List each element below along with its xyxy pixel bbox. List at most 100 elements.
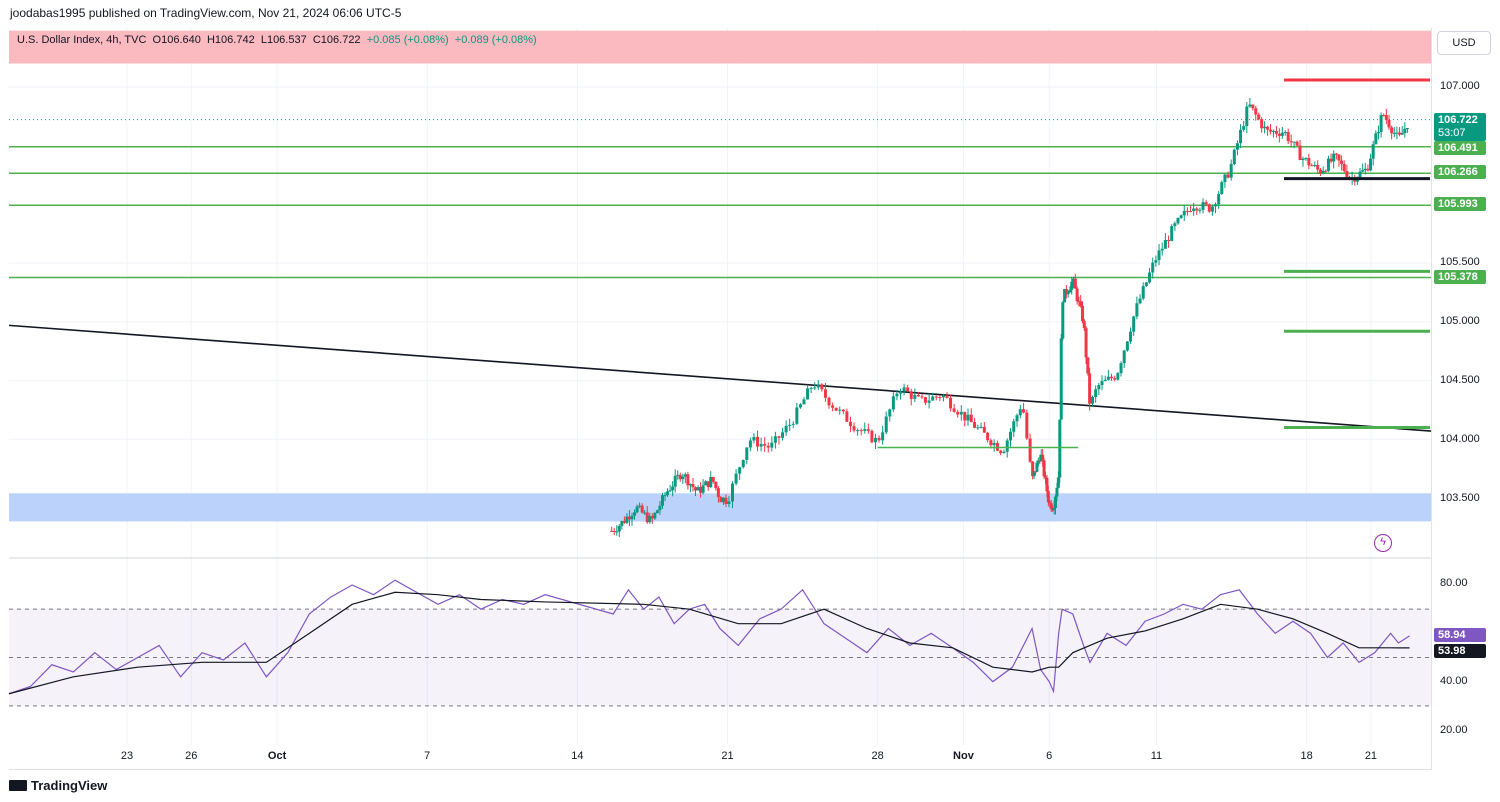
level-tag: 105.378 <box>1434 270 1486 284</box>
candle-body <box>1055 487 1059 497</box>
candle-body <box>1283 132 1287 134</box>
candle-body <box>645 512 649 523</box>
candle-body <box>920 396 924 398</box>
candle-body <box>802 399 806 405</box>
candle-body <box>763 443 767 446</box>
candle-body <box>881 432 885 441</box>
candle-body <box>863 429 867 431</box>
candle-body <box>1235 143 1239 150</box>
candle-body <box>671 486 675 491</box>
candle-body <box>1022 409 1026 413</box>
candle-body <box>1229 164 1233 178</box>
candle-body <box>1316 164 1320 170</box>
candle-body <box>781 432 785 438</box>
candle-body <box>653 513 657 519</box>
legend-change: +0.085 (+0.08%) <box>366 34 449 46</box>
candle-body <box>673 475 677 487</box>
candle-body <box>748 440 752 448</box>
candle-body <box>1052 507 1056 511</box>
candle-body <box>1371 144 1375 159</box>
candle-body <box>1160 248 1164 251</box>
chart-pane[interactable] <box>9 28 1432 770</box>
candle-body <box>1100 381 1104 386</box>
candle-body <box>1232 149 1236 165</box>
candle-body <box>1157 250 1161 261</box>
currency-button[interactable]: USD <box>1437 31 1491 55</box>
candle-body <box>895 393 899 397</box>
tradingview-logo[interactable]: TradingView <box>9 778 107 793</box>
candle-body <box>1135 303 1139 317</box>
candle-body <box>1390 127 1394 134</box>
candle-body <box>617 525 621 532</box>
candle-body <box>681 476 685 480</box>
candle-body <box>1148 272 1152 283</box>
candle-body <box>1271 130 1275 132</box>
candle-body <box>1167 239 1171 241</box>
candle-body <box>745 447 749 460</box>
candle-body <box>696 487 700 491</box>
candle-body <box>1042 460 1046 477</box>
candle-body <box>1044 476 1048 478</box>
date-tick: Nov <box>953 750 974 762</box>
candle-body <box>1072 278 1076 282</box>
candle-body <box>1400 133 1404 135</box>
candle-body <box>1204 202 1208 205</box>
candle-body <box>1002 451 1006 454</box>
candle-body <box>1086 357 1090 374</box>
candle-body <box>927 400 931 403</box>
candle-body <box>759 443 763 447</box>
candle-body <box>992 443 996 446</box>
candle-body <box>773 436 777 443</box>
last-price-value: 106.722 <box>1438 114 1478 126</box>
candle-body <box>1122 350 1126 364</box>
candle-body <box>756 436 760 447</box>
candle-body <box>709 477 713 488</box>
candle-body <box>1214 204 1218 207</box>
candle-body <box>1132 316 1136 332</box>
resistance-zone <box>9 30 1431 64</box>
candle-body <box>1363 168 1367 171</box>
candle-body <box>1077 301 1081 303</box>
candle-body <box>941 395 945 398</box>
level-tag: 105.993 <box>1434 197 1486 211</box>
candle-body <box>823 389 827 398</box>
candle-body <box>1376 132 1380 134</box>
candle-body <box>738 467 742 474</box>
candle-body <box>1032 471 1036 477</box>
candle-body <box>1366 168 1370 171</box>
candle-body <box>663 495 667 497</box>
candle-body <box>1176 218 1180 224</box>
candle-body <box>638 505 642 507</box>
candle-body <box>949 397 953 409</box>
candle-body <box>856 430 860 432</box>
candle-body <box>1035 462 1039 472</box>
candle-body <box>1031 461 1035 477</box>
candle-body <box>1103 379 1107 382</box>
candle-body <box>1374 133 1378 145</box>
candle-body <box>694 487 698 491</box>
candle-body <box>906 387 910 392</box>
brand-name: TradingView <box>31 778 108 793</box>
tradingview-logo-icon <box>9 780 27 791</box>
candle-body <box>1379 115 1383 133</box>
date-tick: 18 <box>1300 750 1313 762</box>
candle-body <box>845 411 849 422</box>
price-tick: 104.500 <box>1440 374 1480 386</box>
date-tick: 26 <box>185 750 198 762</box>
candle-body <box>658 505 662 511</box>
candle-body <box>1269 129 1273 132</box>
candle-body <box>660 495 664 506</box>
candle-body <box>1015 415 1019 422</box>
candle-body <box>848 421 852 427</box>
legend-open: O106.640 <box>152 34 201 46</box>
candle-body <box>721 497 725 503</box>
rsi-line <box>8 579 1410 695</box>
candle-body <box>1358 171 1362 178</box>
rsi-ma-tag: 53.98 <box>1434 644 1486 658</box>
candle-body <box>784 425 788 433</box>
legend-close: C106.722 <box>312 34 361 46</box>
candle-body <box>973 422 977 428</box>
alert-bolt-icon[interactable]: ϟ <box>1374 534 1392 552</box>
candle-body <box>1082 321 1086 329</box>
